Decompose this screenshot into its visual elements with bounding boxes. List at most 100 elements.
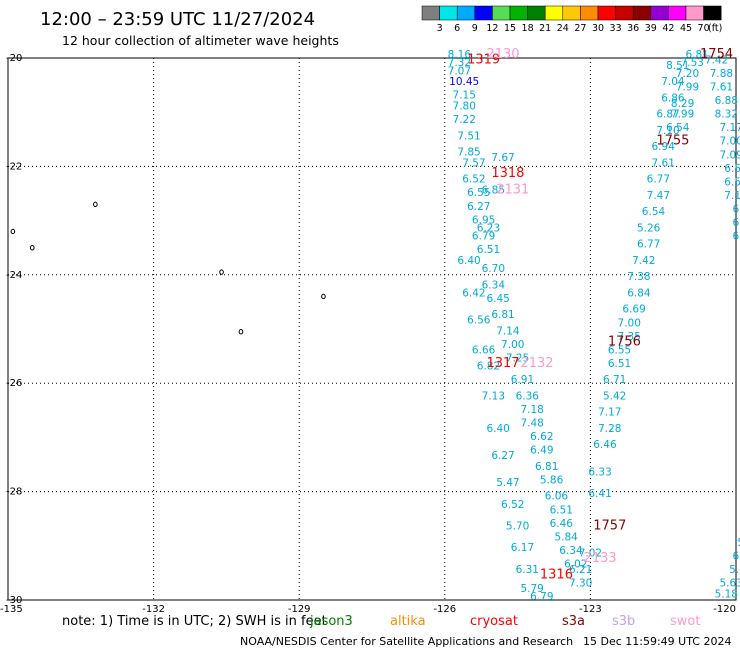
island-marker	[321, 293, 326, 300]
wave-height-label: 6.23	[477, 222, 500, 234]
wave-height-label: 6.46	[593, 439, 617, 451]
wave-height-label: 6.91	[511, 374, 534, 386]
colorbar-swatch	[580, 5, 599, 21]
pass-number-label: 2131	[496, 183, 529, 198]
wave-height-label: 7.09	[719, 149, 740, 161]
wave-height-label: 6.79	[530, 591, 553, 603]
colorbar-label: 39	[645, 23, 657, 34]
wave-height-label: 6.41	[588, 488, 611, 500]
pass-number-label: 1757	[593, 519, 626, 534]
island-marker	[219, 269, 224, 275]
wave-height-label: 6.51	[608, 358, 631, 370]
pass-number-label: 2133	[584, 551, 617, 566]
colorbar-label: 15	[504, 23, 516, 34]
pass-number-label: 2132	[520, 356, 553, 371]
wave-height-label: 6.71	[603, 374, 626, 386]
wave-height-label: 7.35	[618, 331, 641, 343]
colorbar-swatch	[650, 5, 669, 21]
wave-height-label: 7.42	[705, 54, 728, 66]
wave-height-label: 6.6	[733, 203, 740, 215]
satellite-legend: jason3 altika cryosat s3a s3b swot	[309, 614, 700, 629]
colorbar-label: 21	[539, 23, 551, 34]
wave-height-label: 7.15	[453, 90, 476, 102]
wave-height-label: 6.77	[637, 239, 660, 251]
wave-height-label: 7.00	[501, 339, 524, 351]
colorbar-swatch	[562, 5, 581, 21]
wave-height-label: 10.45	[449, 76, 479, 88]
wave-height-label: 7.48	[520, 418, 543, 430]
wave-height-label: 6.55	[608, 344, 631, 356]
chart-subtitle: 12 hour collection of altimeter wave hei…	[62, 33, 339, 48]
wave-height-points: 8.167.327.0710.457.157.807.227.517.857.5…	[448, 49, 740, 603]
wave-height-label: 6.40	[486, 423, 509, 435]
colorbar-swatch	[597, 5, 616, 21]
grid-lines	[8, 58, 736, 600]
wave-height-label: 7.12	[724, 190, 740, 202]
wave-height-label: 6.17	[511, 542, 534, 554]
satellite-legend-item: swot	[670, 614, 700, 629]
pass-number-label: 1316	[540, 567, 573, 582]
x-tick-label: -126	[433, 604, 456, 615]
wave-height-label: 7.00	[719, 136, 740, 148]
wave-height-label: 6.95	[472, 214, 495, 226]
wave-height-label: 5.84	[554, 531, 578, 543]
wave-height-label: 7.17	[719, 122, 740, 134]
colorbar-swatch	[668, 5, 687, 21]
wave-height-label: 6.21	[569, 564, 592, 576]
pass-number-label: 1756	[608, 334, 641, 349]
pass-number-label: 1755	[656, 134, 689, 149]
wave-height-label: 5.47	[496, 477, 519, 489]
wave-height-label: 7.07	[448, 65, 471, 77]
colorbar-swatch	[632, 5, 652, 21]
satellite-legend-item: altika	[390, 614, 426, 629]
colorbar-label: 9	[472, 23, 478, 34]
colorbar-label: 70	[698, 23, 710, 34]
map-frame	[7, 57, 737, 601]
wave-height-label: 6.42	[462, 287, 485, 299]
x-tick-label: -129	[288, 604, 311, 615]
y-tick-label: -24	[6, 270, 22, 281]
x-axis-ticks: -135 -132 -129 -126 -123 -120	[0, 604, 736, 615]
wave-height-label: 6.86	[661, 92, 685, 104]
wave-height-label: 6.84	[627, 287, 651, 299]
wave-height-label: 7.85	[457, 147, 480, 159]
wave-height-label: 6.87	[656, 109, 679, 121]
satellite-legend-item: s3b	[612, 614, 635, 629]
wave-height-label: 6.59	[724, 176, 740, 188]
wave-height-label: 6.51	[550, 504, 573, 516]
wave-height-label: 7.28	[598, 423, 621, 435]
wave-height-label: 7.20	[676, 68, 699, 80]
pass-number-label: 1317	[486, 356, 519, 371]
island-marker	[93, 201, 98, 208]
islands	[10, 201, 326, 335]
wave-height-label: 7.57	[462, 157, 485, 169]
colorbar-label: 24	[557, 23, 569, 34]
x-tick-label: -135	[0, 604, 23, 615]
wave-height-label: 7.10	[656, 125, 679, 137]
wave-height-label: 7.18	[520, 404, 543, 416]
pass-number-label: 1318	[491, 166, 524, 181]
wave-height-label: 6.70	[482, 263, 505, 275]
satellite-legend-item: jason3	[309, 614, 353, 629]
y-tick-label: -30	[6, 595, 22, 606]
wave-height-label: 6.33	[588, 466, 611, 478]
wave-height-label: 7.13	[482, 390, 505, 402]
y-tick-label: -20	[6, 53, 22, 64]
credit-text: NOAA/NESDIS Center for Satellite Applica…	[240, 635, 573, 648]
wave-height-label: 6.66	[472, 344, 496, 356]
wave-height-label: 7.61	[652, 157, 675, 169]
colorbar-swatch	[685, 5, 704, 21]
wave-height-label: 7.99	[676, 82, 699, 94]
colorbar: 3 6 9 12 15 18 21 24 27 30 33 36 39 42 45 70(ft)	[421, 5, 722, 34]
wave-height-label: 6.81	[491, 309, 514, 321]
colorbar-label: 27	[574, 23, 586, 34]
wave-height-label: 6.52	[462, 174, 485, 186]
colorbar-label: 6	[454, 23, 460, 34]
wave-height-label: 7.88	[710, 68, 733, 80]
colorbar-swatch	[544, 5, 564, 21]
island-marker	[10, 228, 16, 235]
wave-height-label: 6.0	[733, 550, 740, 562]
wave-height-label: 6.27	[467, 201, 490, 213]
